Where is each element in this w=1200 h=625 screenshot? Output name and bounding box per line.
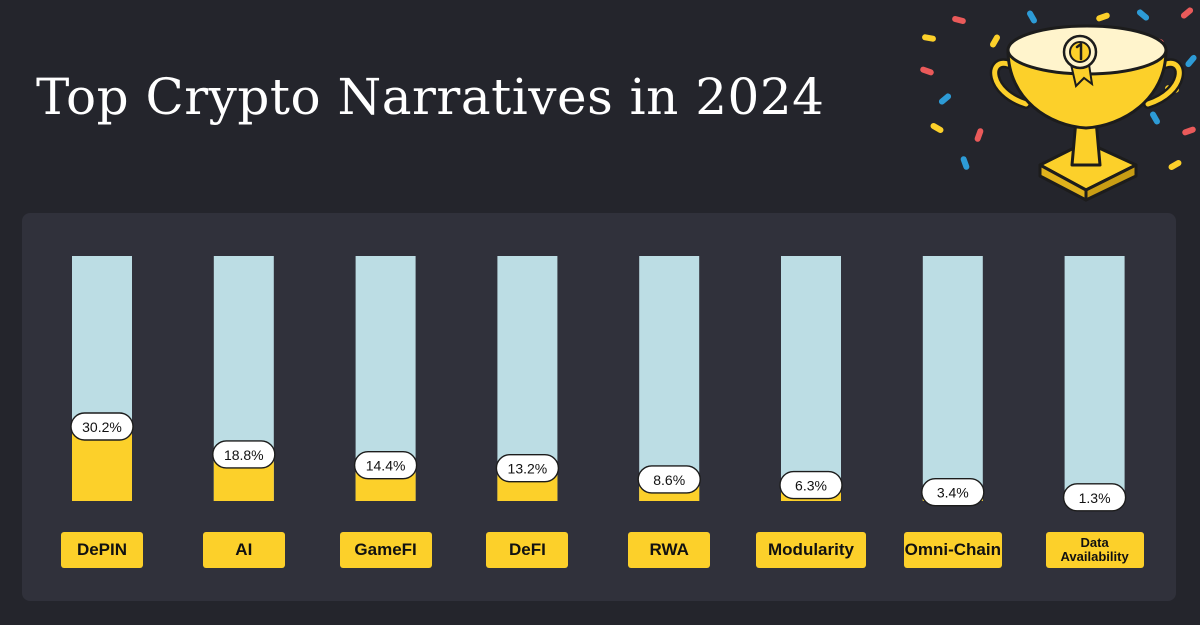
data-label-gamefi: 14.4% [353,451,418,480]
data-label-pill [637,465,701,494]
data-label-defi: 13.2% [495,453,560,483]
data-label-ai: 18.8% [212,440,276,469]
data-label-pill [70,412,134,441]
data-label-pill [1062,483,1127,512]
data-label-rwa: 8.6% [637,465,701,494]
data-label-depin: 30.2% [70,412,134,441]
bar-track-modularity [781,256,841,501]
data-label-text: 3.4% [937,485,969,501]
data-label-text: 8.6% [653,472,685,488]
category-label-defi: DeFI [486,532,569,568]
data-label-text: 1.3% [1079,490,1111,506]
bar-track-rwa [639,256,700,501]
data-label-pill [212,440,276,469]
bar-track-data-availability [1064,256,1125,501]
data-label-omni-chain: 3.4% [921,477,985,507]
data-label-text: 18.8% [224,447,264,463]
data-label-data-availability: 1.3% [1062,483,1127,512]
category-label-omni-chain: Omni-Chain [903,532,1002,568]
category-label-depin: DePIN [61,532,143,568]
data-label-modularity: 6.3% [779,470,843,500]
data-label-text: 14.4% [366,458,406,474]
bar-chart: 30.2% 18.8% 14.4% 13.2% 8.6% 6.3% 3.4% 1.3% [70,256,1127,512]
data-label-pill [921,477,985,507]
data-label-text: 13.2% [508,461,548,477]
data-label-pill [353,451,418,480]
category-label-gamefi: GameFI [339,532,432,568]
data-label-pill [779,470,843,500]
trophy-icon [920,7,1197,202]
bar-track-omni-chain [922,256,983,501]
data-label-text: 6.3% [795,478,827,494]
category-label-ai: AI [202,532,285,568]
category-label-data-availability: Data Availability [1045,532,1144,568]
data-label-text: 30.2% [82,419,122,435]
page-title: Top Crypto Narratives in 2024 [36,68,825,126]
category-label-rwa: RWA [628,532,711,568]
chart-panel: 30.2% 18.8% 14.4% 13.2% 8.6% 6.3% 3.4% 1.3% DeP… [22,213,1176,601]
data-label-pill [495,453,560,483]
category-label-modularity: Modularity [756,532,866,568]
